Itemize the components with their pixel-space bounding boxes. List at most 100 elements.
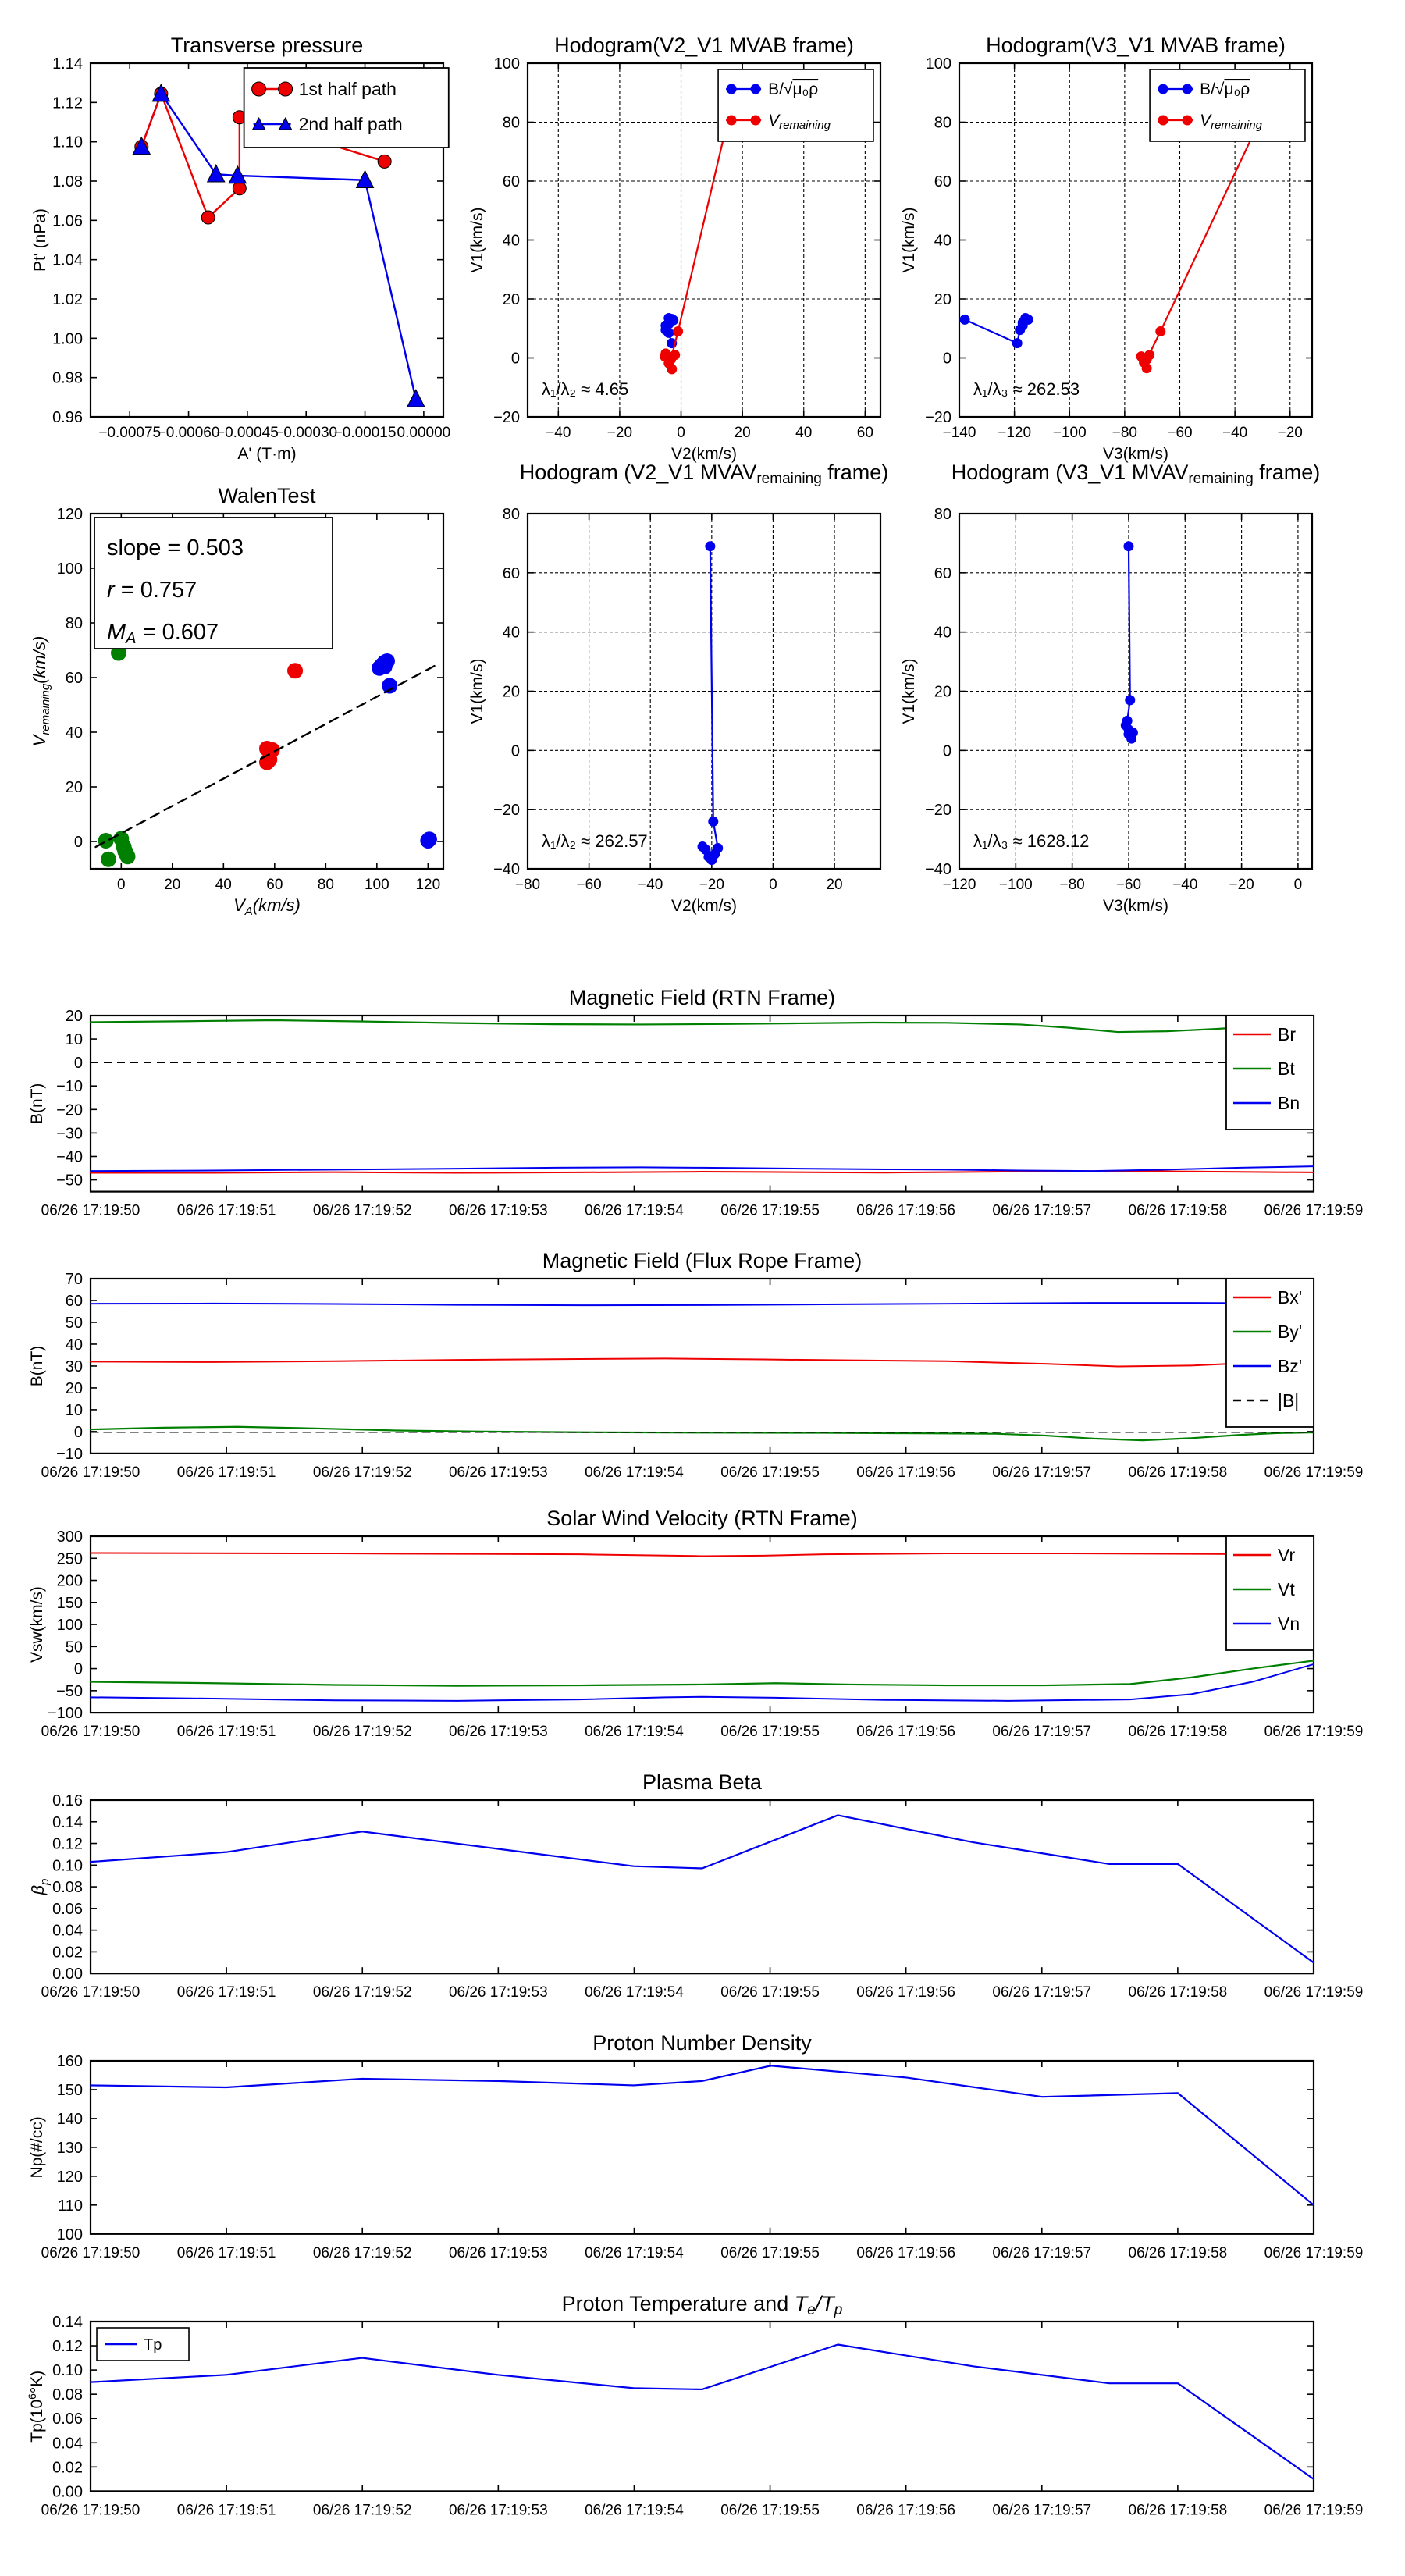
svg-text:06/26 17:19:53: 06/26 17:19:53 [449,1724,548,1740]
svg-text:10: 10 [66,1402,83,1419]
svg-text:120: 120 [415,877,440,893]
svg-text:−120: −120 [943,877,976,893]
svg-text:06/26 17:19:57: 06/26 17:19:57 [992,1724,1091,1740]
svg-text:1.14: 1.14 [52,55,83,73]
svg-text:−10: −10 [56,1446,83,1463]
svg-text:06/26 17:19:52: 06/26 17:19:52 [313,1984,412,2001]
svg-text:−40: −40 [925,861,951,878]
svg-text:0.14: 0.14 [52,2314,83,2331]
svg-text:40: 40 [66,724,83,742]
svg-text:Vr: Vr [1278,1545,1295,1565]
svg-text:By': By' [1278,1322,1302,1342]
svg-text:120: 120 [57,2169,83,2186]
svg-text:−40: −40 [56,1148,83,1165]
svg-text:06/26 17:19:52: 06/26 17:19:52 [313,1202,412,1219]
svg-text:06/26 17:19:52: 06/26 17:19:52 [313,1724,412,1740]
svg-text:40: 40 [503,233,520,250]
svg-text:100: 100 [494,55,520,73]
svg-text:06/26 17:19:50: 06/26 17:19:50 [41,1464,140,1481]
svg-text:06/26 17:19:54: 06/26 17:19:54 [585,1464,684,1481]
svg-text:06/26 17:19:50: 06/26 17:19:50 [41,2245,140,2261]
svg-text:−20: −20 [1229,877,1254,893]
svg-text:1.00: 1.00 [52,330,83,347]
svg-text:20: 20 [66,1008,83,1025]
svg-text:WalenTest: WalenTest [218,484,316,507]
svg-text:Vsw(km/s): Vsw(km/s) [28,1586,46,1663]
svg-text:Proton Number Density: Proton Number Density [592,2031,812,2055]
svg-text:Br: Br [1278,1024,1296,1044]
svg-text:0.96: 0.96 [52,409,83,426]
svg-text:06/26 17:19:53: 06/26 17:19:53 [449,2245,548,2261]
svg-text:0: 0 [943,742,951,760]
svg-text:0.02: 0.02 [52,1944,83,1961]
svg-text:VA(km/s): VA(km/s) [233,895,301,918]
svg-text:06/26 17:19:58: 06/26 17:19:58 [1129,1202,1228,1219]
svg-text:1.02: 1.02 [52,291,83,308]
svg-text:06/26 17:19:51: 06/26 17:19:51 [177,1984,276,2001]
svg-text:50: 50 [66,1638,83,1656]
svg-text:1.08: 1.08 [52,173,83,190]
svg-text:0.10: 0.10 [52,2362,83,2379]
svg-text:0: 0 [511,742,520,760]
svg-text:80: 80 [66,615,83,632]
svg-text:0.98: 0.98 [52,370,83,387]
svg-text:80: 80 [318,877,334,893]
svg-text:06/26 17:19:58: 06/26 17:19:58 [1129,1724,1228,1740]
svg-text:0.00000: 0.00000 [397,425,451,441]
svg-text:−80: −80 [1112,425,1137,441]
svg-text:06/26 17:19:54: 06/26 17:19:54 [585,2245,684,2261]
svg-text:0.08: 0.08 [52,1879,83,1896]
svg-text:−0.00015: −0.00015 [334,425,397,441]
svg-text:06/26 17:19:55: 06/26 17:19:55 [720,1984,820,2001]
svg-text:06/26 17:19:57: 06/26 17:19:57 [992,2245,1091,2261]
svg-text:06/26 17:19:50: 06/26 17:19:50 [41,1724,140,1740]
svg-text:0: 0 [943,350,951,368]
svg-text:06/26 17:19:52: 06/26 17:19:52 [313,1464,412,1481]
svg-text:06/26 17:19:56: 06/26 17:19:56 [856,1464,955,1481]
svg-text:60: 60 [934,565,951,582]
svg-text:40: 40 [503,624,520,642]
svg-text:0.08: 0.08 [52,2386,83,2403]
svg-text:40: 40 [215,877,232,893]
svg-text:−20: −20 [925,409,951,426]
svg-text:1st half path: 1st half path [299,79,397,99]
svg-text:06/26 17:19:59: 06/26 17:19:59 [1264,2245,1364,2261]
svg-text:0: 0 [1294,877,1303,893]
svg-text:140: 140 [57,2111,83,2128]
svg-text:20: 20 [164,877,180,893]
svg-text:06/26 17:19:57: 06/26 17:19:57 [992,1464,1091,1481]
svg-text:0.14: 0.14 [52,1813,83,1831]
svg-text:Bx': Bx' [1278,1287,1302,1308]
svg-text:βp: βp [28,1878,52,1895]
svg-text:−140: −140 [943,425,976,441]
svg-text:−100: −100 [999,877,1033,893]
svg-text:−100: −100 [48,1705,83,1722]
svg-text:80: 80 [934,506,951,523]
svg-text:λ₁/λ₂ ≈ 262.57: λ₁/λ₂ ≈ 262.57 [542,831,648,851]
svg-text:06/26 17:19:59: 06/26 17:19:59 [1264,1464,1364,1481]
svg-text:60: 60 [66,670,83,687]
svg-text:Tp: Tp [144,2336,162,2354]
svg-text:06/26 17:19:54: 06/26 17:19:54 [585,1724,684,1740]
svg-text:V3(km/s): V3(km/s) [1103,897,1168,915]
svg-text:Vremaining(km/s): Vremaining(km/s) [30,636,52,747]
svg-text:Vt: Vt [1278,1579,1295,1599]
svg-text:06/26 17:19:55: 06/26 17:19:55 [720,1464,820,1481]
svg-text:0: 0 [117,877,126,893]
svg-text:Hodogram(V3_V1 MVAB frame): Hodogram(V3_V1 MVAB frame) [986,34,1286,57]
svg-text:06/26 17:19:55: 06/26 17:19:55 [720,2502,820,2518]
svg-text:06/26 17:19:58: 06/26 17:19:58 [1129,2245,1228,2261]
svg-text:V1(km/s): V1(km/s) [468,208,486,273]
svg-text:0: 0 [74,1055,83,1072]
svg-text:−20: −20 [1278,425,1303,441]
svg-text:−80: −80 [515,877,540,893]
svg-text:70: 70 [66,1271,83,1288]
svg-text:20: 20 [503,291,520,308]
svg-text:30: 30 [66,1358,83,1375]
svg-text:Magnetic Field (RTN Frame): Magnetic Field (RTN Frame) [569,986,835,1009]
svg-text:06/26 17:19:50: 06/26 17:19:50 [41,2502,140,2518]
svg-text:Pt' (nPa): Pt' (nPa) [31,208,49,272]
svg-text:V1(km/s): V1(km/s) [468,659,486,724]
svg-text:0: 0 [74,834,83,851]
svg-text:λ₁/λ₂ ≈ 4.65: λ₁/λ₂ ≈ 4.65 [542,379,628,399]
